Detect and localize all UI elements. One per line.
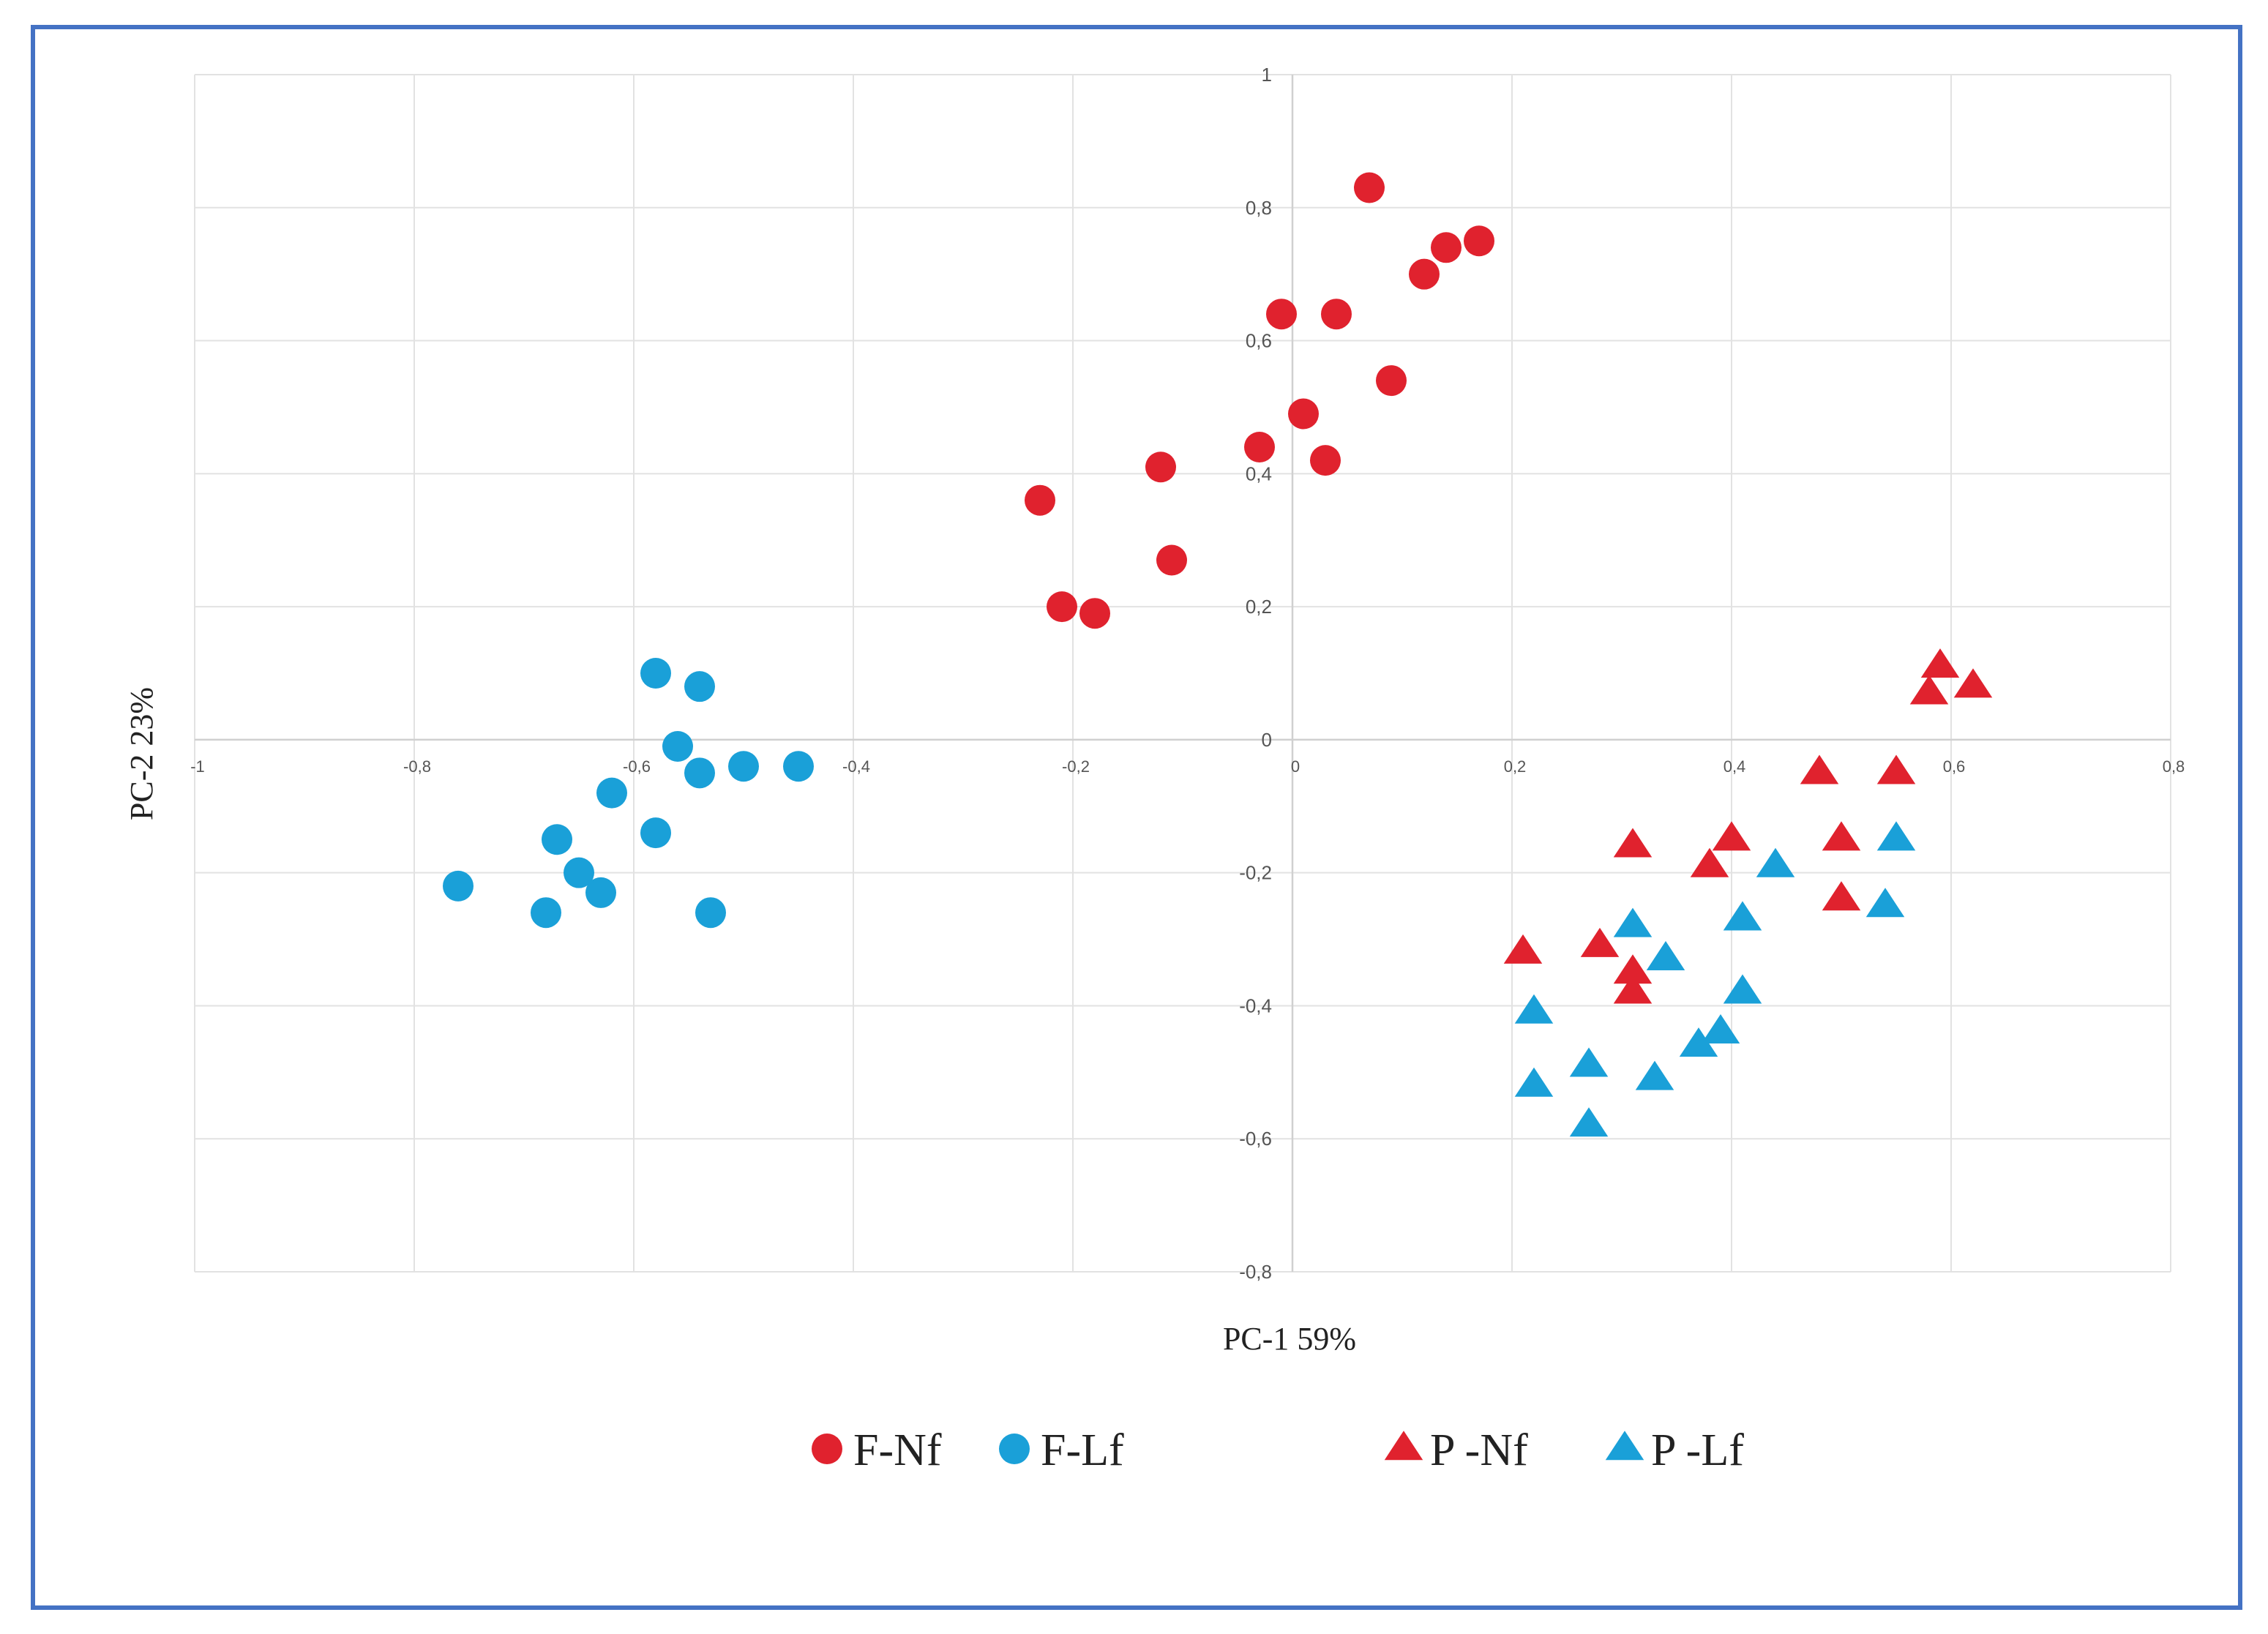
data-point: [1822, 881, 1861, 911]
series-1: [443, 658, 814, 929]
data-point: [684, 757, 715, 789]
x-tick-label: 0: [1291, 757, 1300, 776]
y-tick-label: -0,8: [1239, 1261, 1272, 1283]
data-point: [1310, 445, 1341, 476]
data-point: [1756, 847, 1795, 877]
data-point: [1613, 954, 1653, 984]
data-point: [1800, 754, 1839, 784]
data-point: [531, 897, 561, 929]
series-2: [1503, 648, 1993, 1004]
y-tick-label: -0,6: [1239, 1128, 1272, 1150]
y-tick-label: 0,2: [1246, 596, 1272, 618]
axes: [195, 75, 2171, 1272]
data-point: [640, 817, 671, 849]
data-point: [1156, 544, 1187, 576]
legend-label: F-Nf: [853, 1425, 942, 1475]
legend-marker: [1605, 1431, 1644, 1461]
data-point: [1431, 232, 1462, 263]
grid-lines: [194, 74, 2171, 1273]
x-axis-title: PC-1 59%: [1223, 1321, 1356, 1357]
data-point: [1025, 484, 1055, 516]
series-3: [1514, 821, 1916, 1137]
x-tick-label: -0,2: [1062, 757, 1090, 776]
x-tick-label: 0,4: [1724, 757, 1746, 776]
data-point: [1409, 258, 1440, 290]
data-point: [1701, 1014, 1740, 1043]
legend-marker: [999, 1434, 1030, 1464]
data-point: [1723, 901, 1762, 931]
x-tick-label: -0,8: [403, 757, 431, 776]
data-points: [443, 172, 1993, 1137]
data-point: [1712, 821, 1751, 851]
data-point: [596, 777, 627, 809]
data-point: [1569, 1047, 1609, 1077]
data-point: [1569, 1107, 1609, 1137]
x-tick-labels: -1 -0,8 -0,6 -0,4 -0,2 0 0,2 0,4 0,6 0,8: [190, 757, 2185, 776]
data-point: [1244, 431, 1275, 462]
data-point: [1723, 974, 1762, 1004]
pca-scatter-chart: -1 -0,8 -0,6 -0,4 -0,2 0 0,2 0,4 0,6 0,8 1 0,8 0,6 0…: [124, 64, 2185, 1475]
legend: F-Nf F-Lf P -Nf P -Lf: [812, 1425, 1744, 1475]
y-tick-labels: 1 0,8 0,6 0,4 0,2 0 -0,2 -0,4 -0,6 -0,8: [1239, 64, 1272, 1283]
data-point: [1145, 451, 1176, 483]
data-point: [1876, 821, 1916, 851]
legend-marker: [1384, 1431, 1423, 1461]
y-tick-label: 1: [1262, 64, 1272, 86]
data-point: [1953, 668, 1993, 698]
data-point: [783, 751, 814, 782]
data-point: [443, 870, 474, 902]
legend-label: F-Lf: [1041, 1425, 1124, 1475]
chart-frame: -1 -0,8 -0,6 -0,4 -0,2 0 0,2 0,4 0,6 0,8 1 0,8 0,6 0…: [31, 25, 2242, 1610]
data-point: [1876, 754, 1916, 784]
y-tick-label: 0,6: [1246, 330, 1272, 352]
data-point: [1635, 1060, 1674, 1090]
data-point: [1266, 299, 1297, 330]
data-point: [1613, 907, 1653, 937]
data-point: [585, 877, 616, 908]
x-tick-label: -1: [190, 757, 205, 776]
data-point: [1079, 598, 1110, 629]
data-point: [1288, 398, 1319, 430]
x-tick-label: -0,4: [842, 757, 870, 776]
data-point: [1321, 299, 1352, 330]
data-point: [542, 824, 572, 855]
data-point: [1354, 172, 1385, 203]
y-tick-label: 0: [1262, 729, 1272, 751]
data-point: [1613, 828, 1653, 858]
data-point: [1920, 648, 1960, 678]
data-point: [695, 897, 726, 929]
y-tick-label: 0,4: [1246, 462, 1272, 484]
y-tick-label: -0,4: [1239, 994, 1272, 1016]
data-point: [1514, 994, 1554, 1024]
y-tick-label: -0,2: [1239, 862, 1272, 884]
data-point: [1909, 675, 1949, 705]
data-point: [1646, 941, 1685, 971]
data-point: [1514, 1067, 1554, 1097]
y-tick-label: 0,8: [1246, 197, 1272, 219]
data-point: [1690, 847, 1729, 877]
y-axis-title: PC-2 23%: [124, 687, 160, 820]
data-point: [1613, 974, 1653, 1004]
data-point: [1679, 1027, 1718, 1057]
data-point: [684, 671, 715, 702]
data-point: [1580, 927, 1620, 957]
data-point: [1464, 225, 1494, 257]
data-point: [662, 730, 693, 762]
x-tick-label: -0,6: [623, 757, 651, 776]
x-tick-label: 0,8: [2163, 757, 2185, 776]
x-tick-label: 0,6: [1943, 757, 1966, 776]
legend-marker: [812, 1434, 842, 1464]
data-point: [1822, 821, 1861, 851]
data-point: [728, 751, 759, 782]
x-tick-label: 0,2: [1504, 757, 1527, 776]
data-point: [1865, 888, 1905, 918]
series-0: [1025, 172, 1494, 629]
data-point: [640, 658, 671, 689]
legend-label: P -Nf: [1430, 1425, 1528, 1475]
data-point: [564, 857, 594, 888]
data-point: [1503, 934, 1543, 964]
legend-label: P -Lf: [1651, 1425, 1744, 1475]
data-point: [1376, 365, 1407, 397]
data-point: [1047, 591, 1077, 623]
